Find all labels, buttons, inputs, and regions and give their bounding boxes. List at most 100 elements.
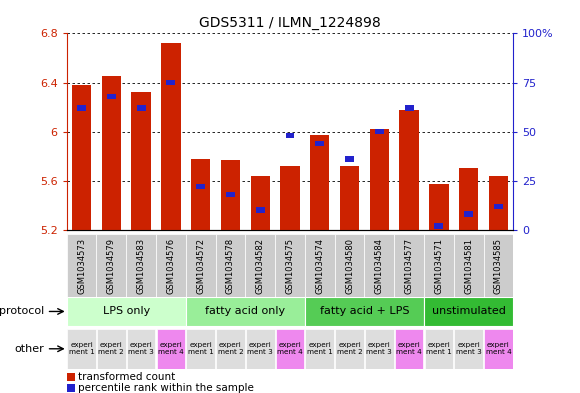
Text: GSM1034582: GSM1034582 [256, 237, 264, 294]
Bar [425, 329, 453, 369]
Text: GSM1034573: GSM1034573 [77, 237, 86, 294]
Text: experi
ment 3: experi ment 3 [128, 342, 154, 355]
Bar [316, 141, 324, 146]
Bar [245, 234, 275, 309]
Bar [186, 329, 215, 369]
Bar [246, 329, 274, 369]
Bar [305, 297, 424, 326]
Bar [429, 184, 448, 230]
Bar [67, 297, 186, 326]
Bar [340, 166, 359, 230]
Text: fatty acid + LPS: fatty acid + LPS [320, 307, 409, 316]
Bar [454, 234, 484, 309]
Text: experi
ment 1: experi ment 1 [307, 342, 333, 355]
Bar [157, 329, 185, 369]
Bar [102, 76, 121, 230]
Text: experi
ment 1: experi ment 1 [188, 342, 213, 355]
Bar [395, 329, 423, 369]
Bar [132, 92, 151, 230]
Bar [400, 110, 419, 230]
Title: GDS5311 / ILMN_1224898: GDS5311 / ILMN_1224898 [199, 16, 381, 29]
Bar [484, 329, 513, 369]
Text: GSM1034577: GSM1034577 [405, 237, 414, 294]
Bar [375, 129, 384, 134]
Bar [365, 329, 394, 369]
Bar [161, 43, 180, 230]
Bar [221, 160, 240, 230]
Text: experi
ment 3: experi ment 3 [247, 342, 273, 355]
Bar [186, 234, 216, 309]
Bar [424, 297, 513, 326]
Bar [335, 329, 364, 369]
Bar [464, 211, 473, 217]
Bar [305, 234, 335, 309]
Bar [67, 329, 96, 369]
Text: other: other [14, 344, 45, 354]
Bar [251, 176, 270, 230]
Bar [394, 234, 424, 309]
Bar [67, 384, 75, 392]
Bar [67, 234, 96, 309]
Bar [275, 234, 305, 309]
Bar [96, 234, 126, 309]
Bar [137, 105, 146, 111]
Text: GSM1034584: GSM1034584 [375, 237, 384, 294]
Text: experi
ment 4: experi ment 4 [158, 342, 184, 355]
Bar [364, 234, 394, 309]
Bar [191, 159, 211, 230]
Text: GSM1034580: GSM1034580 [345, 237, 354, 294]
Bar [459, 169, 478, 230]
Bar [405, 105, 414, 111]
Bar [186, 297, 305, 326]
Bar [494, 204, 503, 209]
Bar [127, 329, 155, 369]
Text: GSM1034579: GSM1034579 [107, 237, 116, 294]
Bar [306, 329, 334, 369]
Text: GSM1034575: GSM1034575 [285, 237, 295, 294]
Text: percentile rank within the sample: percentile rank within the sample [78, 383, 253, 393]
Text: experi
ment 2: experi ment 2 [336, 342, 362, 355]
Bar [126, 234, 156, 309]
Text: experi
ment 4: experi ment 4 [485, 342, 512, 355]
Bar [156, 234, 186, 309]
Text: transformed count: transformed count [78, 372, 175, 382]
Bar [280, 166, 300, 230]
Bar [285, 133, 295, 138]
Bar [489, 176, 508, 230]
Text: GSM1034574: GSM1034574 [316, 237, 324, 294]
Text: GSM1034578: GSM1034578 [226, 237, 235, 294]
Bar [345, 156, 354, 162]
Bar [72, 85, 91, 230]
Bar [454, 329, 483, 369]
Bar [67, 373, 75, 381]
Text: protocol: protocol [0, 307, 45, 316]
Bar [310, 135, 329, 230]
Bar [369, 129, 389, 230]
Text: unstimulated: unstimulated [432, 307, 506, 316]
Text: GSM1034576: GSM1034576 [166, 237, 175, 294]
Text: experi
ment 2: experi ment 2 [218, 342, 244, 355]
Bar [226, 192, 235, 197]
Bar [216, 234, 245, 309]
Text: experi
ment 1: experi ment 1 [68, 342, 95, 355]
Text: LPS only: LPS only [103, 307, 150, 316]
Bar [77, 105, 86, 111]
Bar [256, 208, 264, 213]
Bar [216, 329, 245, 369]
Text: experi
ment 3: experi ment 3 [367, 342, 392, 355]
Text: experi
ment 4: experi ment 4 [277, 342, 303, 355]
Text: GSM1034571: GSM1034571 [434, 237, 443, 294]
Bar [335, 234, 364, 309]
Text: GSM1034572: GSM1034572 [196, 237, 205, 294]
Bar [276, 329, 304, 369]
Bar [196, 184, 205, 189]
Text: GSM1034583: GSM1034583 [137, 237, 146, 294]
Text: experi
ment 4: experi ment 4 [396, 342, 422, 355]
Text: GSM1034585: GSM1034585 [494, 237, 503, 294]
Text: experi
ment 1: experi ment 1 [426, 342, 452, 355]
Bar [107, 94, 116, 99]
Bar [97, 329, 126, 369]
Bar [484, 234, 513, 309]
Text: GSM1034581: GSM1034581 [464, 237, 473, 294]
Text: experi
ment 3: experi ment 3 [456, 342, 481, 355]
